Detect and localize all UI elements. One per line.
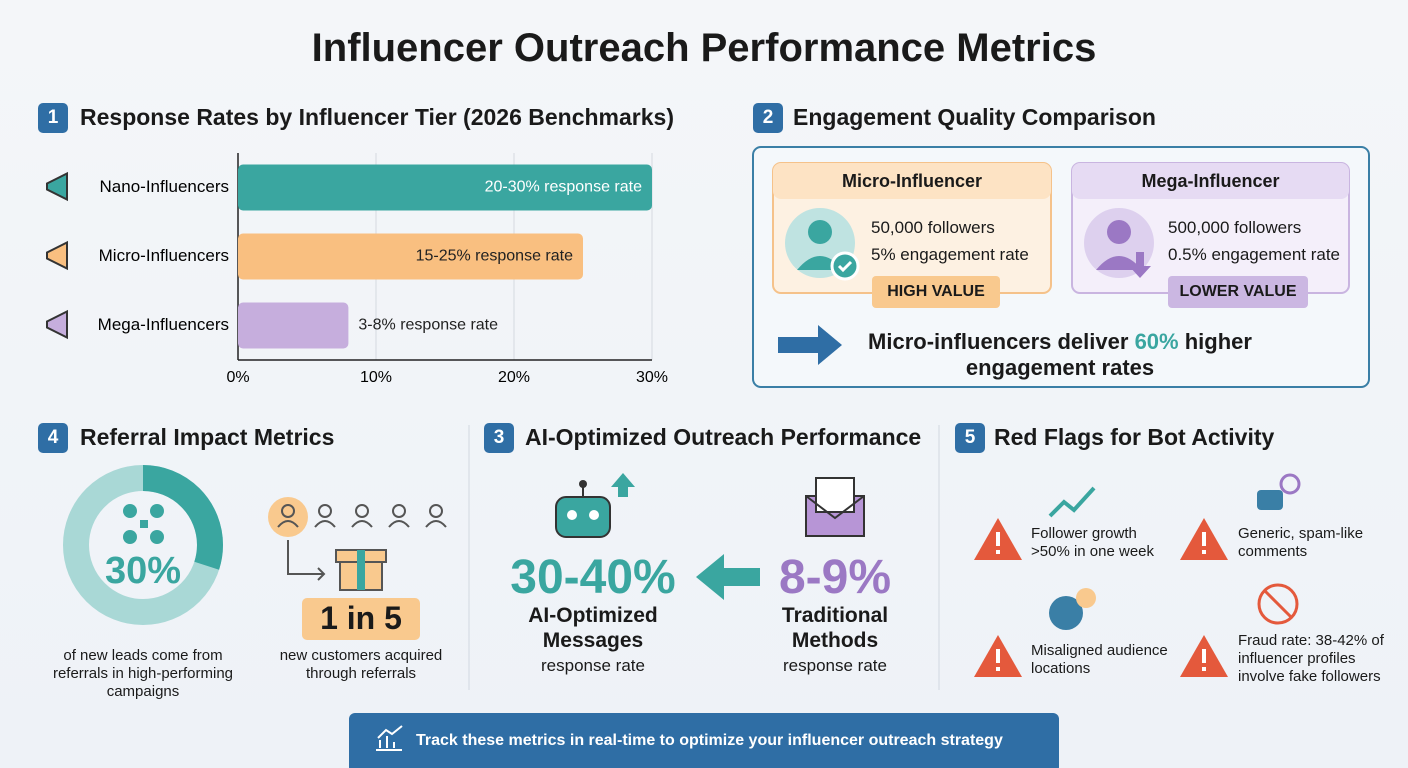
bar — [238, 164, 652, 211]
stat-label: Traditional Methods — [781, 604, 889, 652]
gift-icon — [335, 549, 387, 591]
summary-text: Micro-influencers deliver — [868, 329, 1129, 354]
arrow — [778, 325, 842, 365]
page-title: Influencer Outreach Performance Metrics — [311, 26, 1097, 70]
card-followers: 500,000 followers — [1168, 218, 1302, 237]
growth-icon — [1048, 486, 1096, 518]
donut-chart — [63, 465, 223, 625]
stat-value: 30-40% — [510, 551, 676, 604]
megaphone-icon — [46, 171, 68, 202]
card-engagement: 5% engagement rate — [871, 245, 1029, 264]
card-header — [773, 163, 1051, 199]
flag-text: Generic, spam-like comments — [1238, 525, 1364, 560]
mail-icon — [805, 477, 865, 537]
arrow — [696, 554, 760, 600]
bar-chart: 0% 10% 20% 30% Nano-Influencers 20-30% respon… — [46, 153, 668, 386]
people-icons — [277, 504, 447, 581]
x-tick-label: 20% — [498, 369, 530, 386]
robot-icon — [555, 473, 635, 538]
warning-marks — [996, 532, 1206, 671]
category-label: Mega-Influencers — [98, 315, 229, 334]
footer-icon — [376, 725, 403, 751]
section-title: Engagement Quality Comparison — [793, 104, 1156, 130]
donut-arc — [63, 465, 223, 625]
category-label: Nano-Influencers — [100, 177, 229, 196]
stat-label: AI-Optimized Messages — [528, 604, 658, 652]
badge-bg — [1168, 276, 1308, 308]
section-number: 2 — [753, 103, 783, 133]
section-title: AI-Optimized Outreach Performance — [525, 424, 922, 450]
ban-icon — [1257, 583, 1299, 625]
section-title: Red Flags for Bot Activity — [994, 424, 1275, 450]
flag-text: Fraud rate: 38-42% of influencer profile… — [1238, 632, 1384, 685]
ratio-bg — [302, 598, 420, 640]
stat-sub: response rate — [541, 656, 645, 675]
megaphone-icon — [46, 309, 68, 340]
footer-bar — [349, 713, 1059, 768]
megaphone-icon — [46, 240, 68, 271]
check-icon — [837, 260, 853, 273]
stat-sub: response rate — [783, 656, 887, 675]
flag-text: Follower growth >50% in one week — [1031, 525, 1155, 560]
ratio-caption: new customers acquired through referrals — [279, 647, 443, 682]
flag-text: Misaligned audience locations — [1031, 642, 1168, 677]
category-label: Micro-Influencers — [99, 246, 229, 265]
donut-label: 30% — [104, 550, 182, 592]
card-badge: HIGH VALUE — [887, 283, 985, 300]
summary: Micro-influencers deliver 60% higher eng… — [840, 329, 1280, 381]
badge-bg — [872, 276, 1000, 308]
x-tick-label: 0% — [226, 369, 249, 386]
x-tick-label: 10% — [360, 369, 392, 386]
card-badge: LOWER VALUE — [1179, 283, 1297, 300]
card-title: Mega-Influencer — [1141, 171, 1280, 191]
globe-icon — [1049, 596, 1083, 630]
section-title: Referral Impact Metrics — [80, 424, 335, 450]
bar — [238, 302, 349, 349]
x-tick-label: 30% — [636, 369, 668, 386]
donut-caption: of new leads come from referrals in high… — [52, 647, 234, 700]
ratio: 1 in 5 — [320, 600, 402, 636]
gear-icon — [1279, 473, 1301, 495]
ban-icon — [1263, 589, 1293, 619]
value-label: 15-25% response rate — [416, 248, 574, 265]
network-icon — [123, 504, 164, 544]
bar — [238, 233, 583, 280]
summary-highlight: 60% — [1134, 329, 1179, 354]
value-label: 20-30% response rate — [485, 179, 643, 196]
avatar — [808, 220, 832, 244]
footer-text: Track these metrics in real-time to opti… — [416, 732, 1003, 749]
section-number: 4 — [38, 423, 68, 453]
section-number: 3 — [484, 423, 514, 453]
section-title: Response Rates by Influencer Tier (2026 … — [80, 104, 674, 130]
card-title: Micro-Influencer — [841, 171, 983, 191]
card-engagement: 0.5% engagement rate — [1168, 245, 1341, 264]
section-number: 1 — [38, 103, 68, 133]
down-icon — [1129, 252, 1151, 278]
stat-value: 8-9% — [778, 551, 892, 604]
summary-text: higher engagement rates — [965, 329, 1252, 380]
card-header — [1072, 163, 1349, 199]
section-number: 5 — [955, 423, 985, 453]
question-icon — [1076, 588, 1096, 608]
card-followers: 50,000 followers — [871, 218, 995, 237]
avatar — [1107, 220, 1131, 244]
value-label: 3-8% response rate — [358, 317, 498, 334]
comment-icon — [1257, 490, 1283, 510]
